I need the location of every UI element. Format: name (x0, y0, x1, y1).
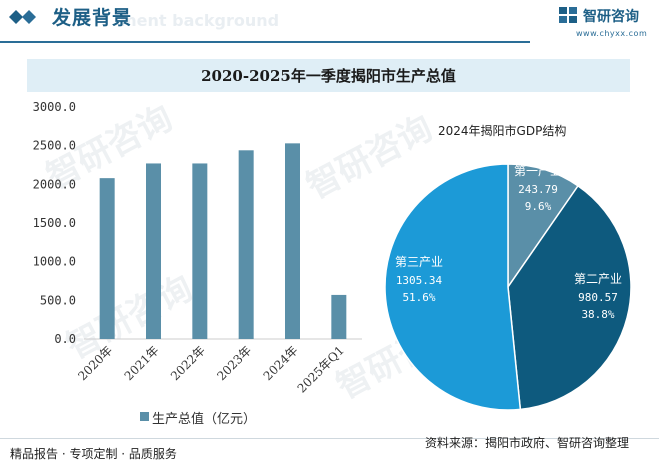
pie-label-name: 第三产业 (395, 255, 443, 269)
y-tick-label: 1500.0 (33, 216, 76, 230)
y-tick-label: 0.0 (54, 332, 76, 346)
pie-label-value: 1305.34 (396, 274, 443, 287)
bar (285, 143, 300, 339)
pie-chart-title: 2024年揭阳市GDP结构 (438, 124, 567, 138)
pie-label-percent: 38.8% (581, 308, 614, 321)
pie-label-value: 243.79 (518, 183, 558, 196)
y-tick-label: 1000.0 (33, 255, 76, 269)
chart-title: 2020-2025年一季度揭阳市生产总值 (201, 67, 456, 85)
legend-label: 生产总值（亿元） (152, 412, 257, 427)
logo-text: 智研咨询 (583, 9, 639, 25)
footer-divider (0, 438, 659, 439)
pie-slice (384, 163, 522, 411)
chart-title-bar: 2020-2025年一季度揭阳市生产总值 (27, 59, 630, 92)
pie-label-name: 第二产业 (574, 272, 622, 286)
bar (238, 150, 254, 339)
pie-label-name: 第一产业 (514, 164, 562, 178)
zhiyan-logo-icon (559, 7, 577, 23)
legend-swatch (140, 412, 149, 421)
y-tick-label: 2500.0 (33, 139, 76, 153)
y-tick-label: 2000.0 (33, 177, 76, 191)
header: ment background 发展背景 智研咨询 www.chyxx.com (0, 0, 659, 43)
x-tick-label: 2022年 (168, 343, 208, 383)
x-tick-label: 2020年 (75, 343, 115, 383)
x-tick-label: 2023年 (214, 343, 254, 383)
pie-label-percent: 9.6% (525, 200, 552, 213)
site-url: www.chyxx.com (576, 29, 648, 38)
diamond-icon (9, 10, 36, 24)
header-divider (0, 41, 530, 43)
y-tick-label: 3000.0 (33, 100, 76, 114)
page-title: 发展背景 (52, 7, 133, 29)
pie-label-value: 980.57 (578, 291, 618, 304)
x-tick-label: 2024年 (261, 343, 301, 383)
bar (99, 178, 115, 339)
x-tick-label: 2021年 (122, 343, 162, 383)
pie-label-percent: 51.6% (402, 291, 435, 304)
pie-slice (507, 184, 632, 411)
footer-tagline: 精品报告 · 专项定制 · 品质服务 (10, 447, 177, 461)
bar (331, 294, 347, 339)
pie-slice (507, 163, 580, 290)
header-subtitle: ment background (120, 11, 280, 30)
source-note: 资料来源：揭阳市政府、智研咨询整理 (425, 436, 630, 450)
bar (146, 163, 161, 339)
x-tick-label: 2025年Q1 (295, 343, 347, 395)
y-tick-label: 500.0 (40, 293, 76, 307)
bar (192, 163, 208, 339)
